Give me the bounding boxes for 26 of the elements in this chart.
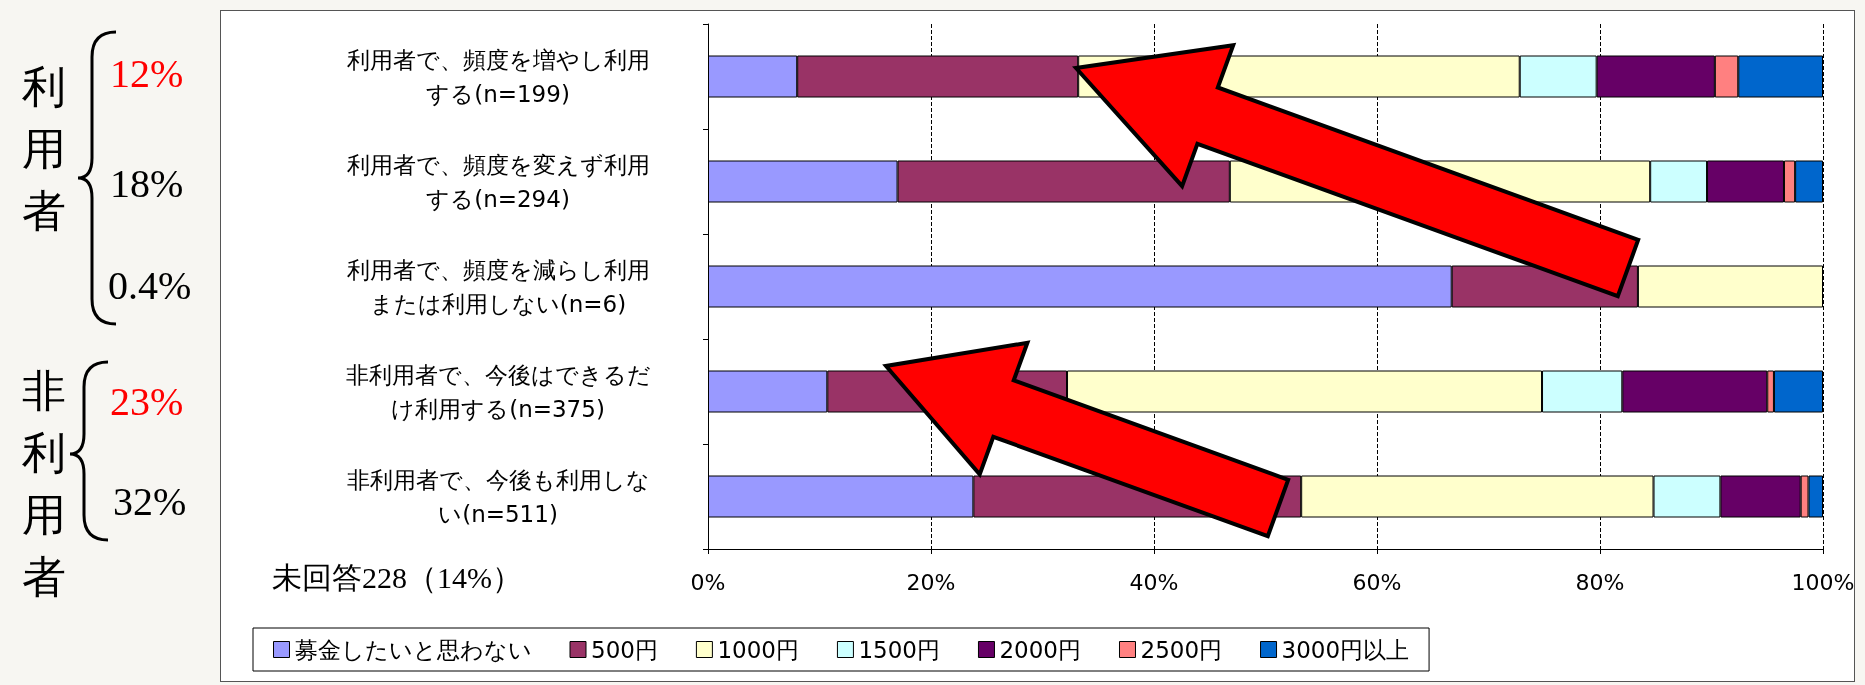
text: 18% bbox=[110, 160, 184, 207]
y-tick-label: 利用者で、頻度を増やし利用する(n=199) bbox=[346, 46, 650, 107]
legend-label: 500円 bbox=[591, 636, 658, 663]
y-tick-label: 利用者で、頻度を変えず利用する(n=294) bbox=[346, 151, 650, 212]
x-tick-label: 80% bbox=[1575, 569, 1625, 595]
y-tick-label: 利用者で、頻度を減らし利用または利用しない(n=6) bbox=[346, 256, 650, 317]
legend-label: 1500円 bbox=[858, 636, 940, 663]
text: 0.4% bbox=[108, 262, 192, 309]
x-tick-label: 20% bbox=[906, 569, 956, 595]
legend-label: 1000円 bbox=[717, 636, 799, 663]
y-tick-label: 非利用者で、今後も利用しない(n=511) bbox=[346, 466, 650, 527]
legend-label: 募金したいと思わない bbox=[294, 636, 532, 663]
x-tick-label: 60% bbox=[1352, 569, 1402, 595]
text: 32% bbox=[113, 478, 187, 525]
legend-label: 2500円 bbox=[1140, 636, 1223, 663]
x-tick-label: 100% bbox=[1791, 569, 1855, 595]
x-tick-label: 0% bbox=[690, 569, 726, 595]
text: 非利用者 bbox=[22, 364, 67, 604]
text: 利用者 bbox=[22, 60, 67, 238]
x-tick-label: 40% bbox=[1129, 569, 1179, 595]
text: 未回答228（14%） bbox=[272, 560, 522, 596]
text: 12% bbox=[110, 50, 184, 97]
y-tick-label: 非利用者で、今後はできるだけ利用する(n=375) bbox=[345, 361, 651, 422]
text: 23% bbox=[110, 378, 184, 425]
legend-label: 2000円 bbox=[999, 636, 1082, 663]
legend-label: 3000円以上 bbox=[1281, 636, 1410, 663]
